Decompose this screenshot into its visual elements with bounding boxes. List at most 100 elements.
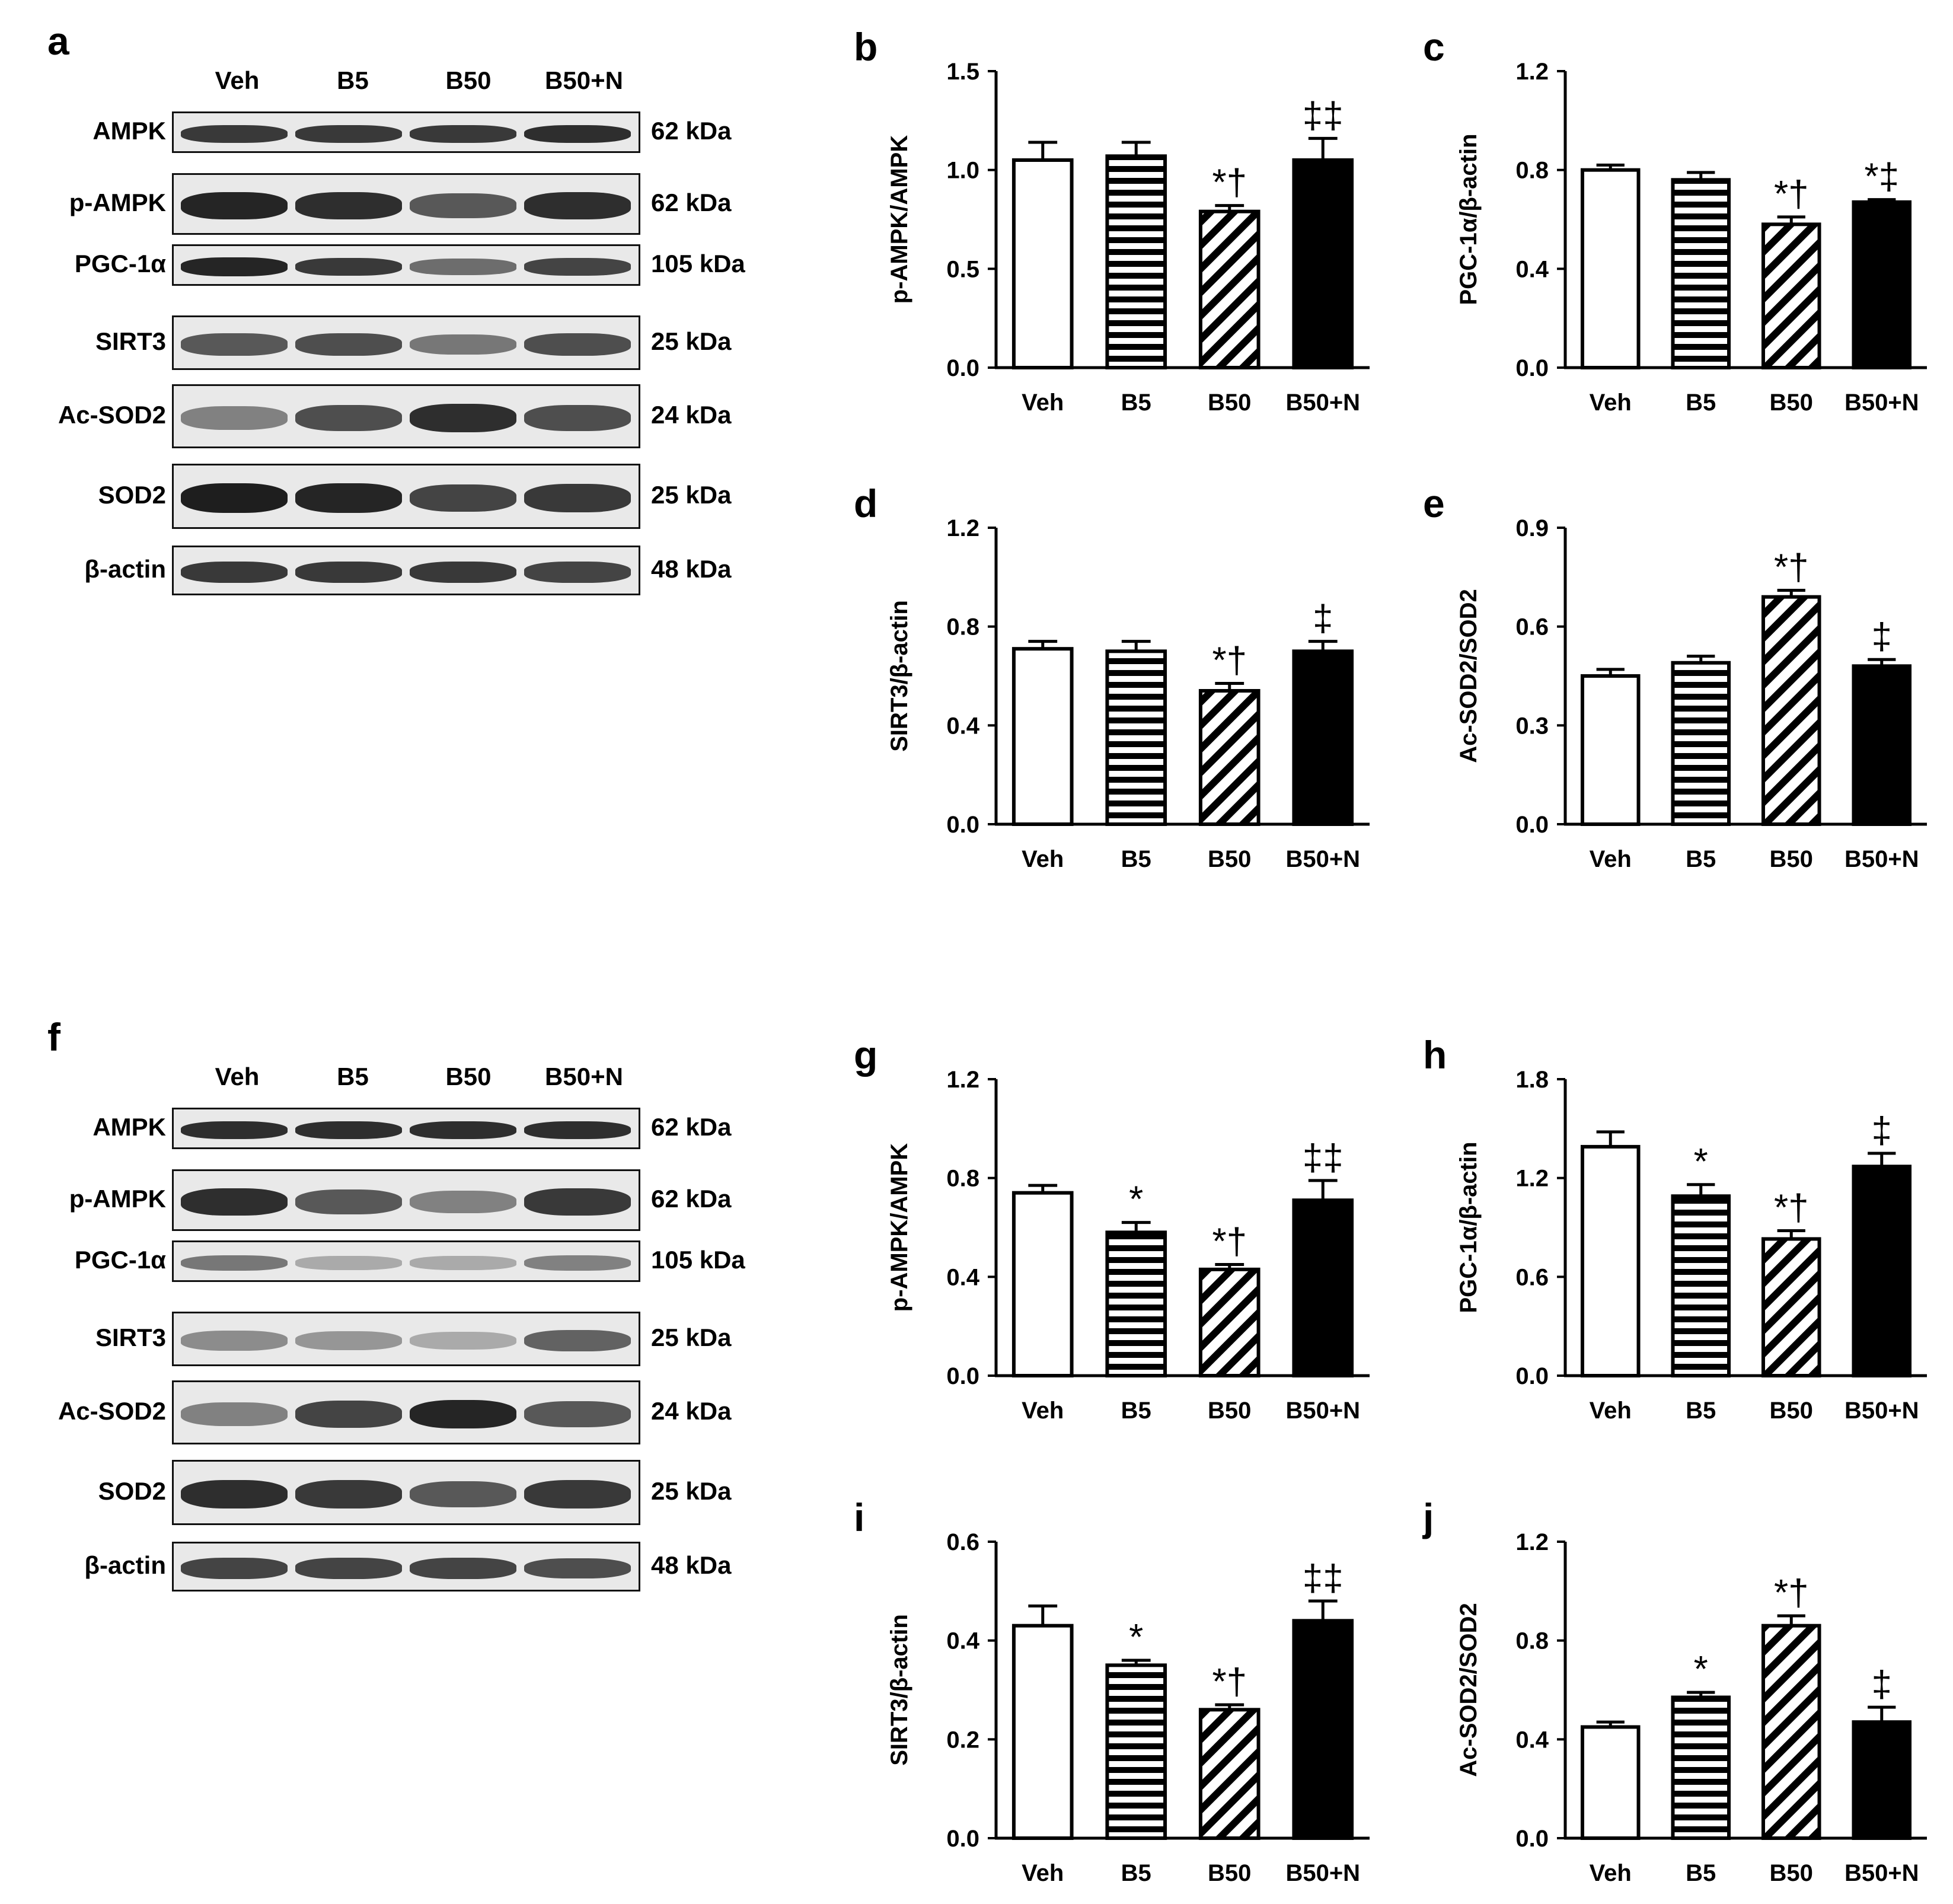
lane-label: B5 bbox=[337, 66, 369, 94]
x-tick-label: Veh bbox=[1022, 1860, 1064, 1886]
y-tick-label: 0.4 bbox=[946, 713, 979, 739]
blot-band bbox=[295, 1480, 402, 1508]
y-tick-label: 0.6 bbox=[946, 1529, 979, 1555]
y-axis-label: p-AMPK/AMPK bbox=[886, 1143, 912, 1312]
y-axis-label: PGC-1α/β-actin bbox=[1456, 1141, 1482, 1313]
bar bbox=[1105, 1663, 1167, 1840]
bar bbox=[1671, 661, 1731, 826]
x-tick-label: B50+N bbox=[1285, 846, 1360, 872]
y-axis-label: Ac-SOD2/SOD2 bbox=[1456, 589, 1482, 763]
significance-annotation: *† bbox=[1212, 1222, 1247, 1262]
x-tick-label: B5 bbox=[1121, 846, 1151, 872]
x-tick-label: Veh bbox=[1590, 1398, 1632, 1424]
blot-band bbox=[524, 404, 631, 432]
y-tick-label: 1.2 bbox=[1515, 1529, 1549, 1555]
y-tick-label: 0.0 bbox=[946, 812, 979, 838]
panel-letter-a: a bbox=[47, 19, 69, 63]
molecular-weight-label: 25 kDa bbox=[651, 1477, 732, 1505]
y-tick-label: 1.0 bbox=[946, 158, 979, 184]
y-tick-label: 0.4 bbox=[946, 1628, 979, 1654]
bar bbox=[1761, 1237, 1821, 1378]
blot-band bbox=[181, 1255, 288, 1271]
blot-band bbox=[524, 125, 631, 143]
x-tick-label: Veh bbox=[1590, 390, 1632, 416]
y-tick-label: 1.5 bbox=[946, 59, 979, 85]
x-tick-label: B50 bbox=[1770, 846, 1813, 872]
bar bbox=[1761, 1624, 1821, 1841]
x-tick-label: B50+N bbox=[1844, 1398, 1919, 1424]
molecular-weight-label: 48 kDa bbox=[651, 1551, 732, 1579]
blot-band bbox=[295, 192, 402, 219]
y-axis-label: Ac-SOD2/SOD2 bbox=[1456, 1603, 1482, 1777]
y-tick-label: 0.0 bbox=[1515, 1826, 1549, 1852]
panel-letter-d: d bbox=[854, 481, 877, 525]
blot-strip bbox=[172, 1542, 640, 1592]
bar-chart-j: j 0.0 0.4 0.8 1.2 Ac-SOD2/SOD2 Veh B5 * B50 *† B50+… bbox=[1422, 1495, 1927, 1886]
y-tick-label: 0.8 bbox=[946, 1166, 979, 1192]
molecular-weight-label: 62 kDa bbox=[651, 1113, 732, 1141]
blot-strip bbox=[172, 1240, 640, 1282]
blot-band bbox=[410, 259, 516, 275]
x-tick-label: B5 bbox=[1686, 390, 1716, 416]
blot-band bbox=[181, 1479, 288, 1509]
bar bbox=[1292, 649, 1354, 826]
blot-band bbox=[181, 561, 288, 583]
molecular-weight-label: 25 kDa bbox=[651, 327, 732, 355]
blot-band bbox=[181, 1331, 288, 1351]
molecular-weight-label: 105 kDa bbox=[651, 1246, 745, 1274]
x-tick-label: B50+N bbox=[1285, 1398, 1360, 1424]
molecular-weight-label: 62 kDa bbox=[651, 117, 732, 145]
blot-band bbox=[524, 1255, 631, 1271]
y-tick-label: 0.3 bbox=[1515, 713, 1549, 739]
blot-band bbox=[181, 1402, 288, 1426]
significance-annotation: ‡‡ bbox=[1303, 95, 1344, 136]
blot-strip bbox=[172, 384, 640, 448]
blot-band bbox=[410, 193, 516, 219]
y-tick-label: 0.8 bbox=[1515, 1628, 1549, 1654]
significance-annotation: ‡ bbox=[1313, 598, 1333, 639]
bar bbox=[1671, 1194, 1731, 1377]
bar bbox=[1105, 1230, 1167, 1378]
blot-band bbox=[181, 333, 288, 356]
western-blot-panel-f: Veh B5 B50 B50+N AMPK 62 kDa p-AMPK 62 kDa PGC-1… bbox=[24, 1055, 771, 1648]
blot-band bbox=[524, 1480, 631, 1508]
blot-strip bbox=[172, 1460, 640, 1525]
blot-band bbox=[410, 1256, 516, 1270]
panel-letter-i: i bbox=[854, 1495, 864, 1539]
significance-annotation: * bbox=[1694, 1649, 1708, 1690]
significance-annotation: *‡ bbox=[1864, 157, 1899, 197]
bar bbox=[1761, 595, 1821, 827]
x-tick-label: B50 bbox=[1770, 390, 1813, 416]
blot-band bbox=[524, 1401, 631, 1427]
x-tick-label: Veh bbox=[1590, 846, 1632, 872]
panel-letter-f: f bbox=[47, 1015, 60, 1059]
x-tick-label: B5 bbox=[1121, 1398, 1151, 1424]
protein-label: Ac-SOD2 bbox=[58, 1397, 166, 1425]
blot-band bbox=[410, 1399, 516, 1429]
blot-strip bbox=[172, 1380, 640, 1444]
blot-band bbox=[410, 561, 516, 583]
bar bbox=[1292, 1198, 1354, 1377]
blot-strip bbox=[172, 1312, 640, 1366]
x-tick-label: Veh bbox=[1022, 390, 1064, 416]
protein-label: SOD2 bbox=[98, 1477, 166, 1505]
blot-band bbox=[295, 1256, 402, 1270]
blot-band bbox=[295, 483, 402, 513]
x-tick-label: Veh bbox=[1590, 1860, 1632, 1886]
bar bbox=[1580, 1725, 1641, 1840]
bar bbox=[1105, 649, 1167, 826]
x-tick-label: B50+N bbox=[1844, 846, 1919, 872]
molecular-weight-label: 25 kDa bbox=[651, 1323, 732, 1351]
significance-annotation: *† bbox=[1212, 162, 1247, 203]
blot-band bbox=[181, 1558, 288, 1579]
y-tick-label: 0.0 bbox=[1515, 812, 1549, 838]
blot-band bbox=[295, 1558, 402, 1579]
y-tick-label: 1.2 bbox=[946, 1067, 979, 1093]
blot-strip bbox=[172, 173, 640, 235]
panel-letter-h: h bbox=[1423, 1033, 1447, 1077]
bar bbox=[1671, 178, 1731, 369]
x-tick-label: B5 bbox=[1121, 1860, 1151, 1886]
protein-label: β-actin bbox=[84, 1551, 166, 1579]
blot-band bbox=[295, 125, 402, 143]
significance-annotation: *† bbox=[1212, 1661, 1247, 1702]
